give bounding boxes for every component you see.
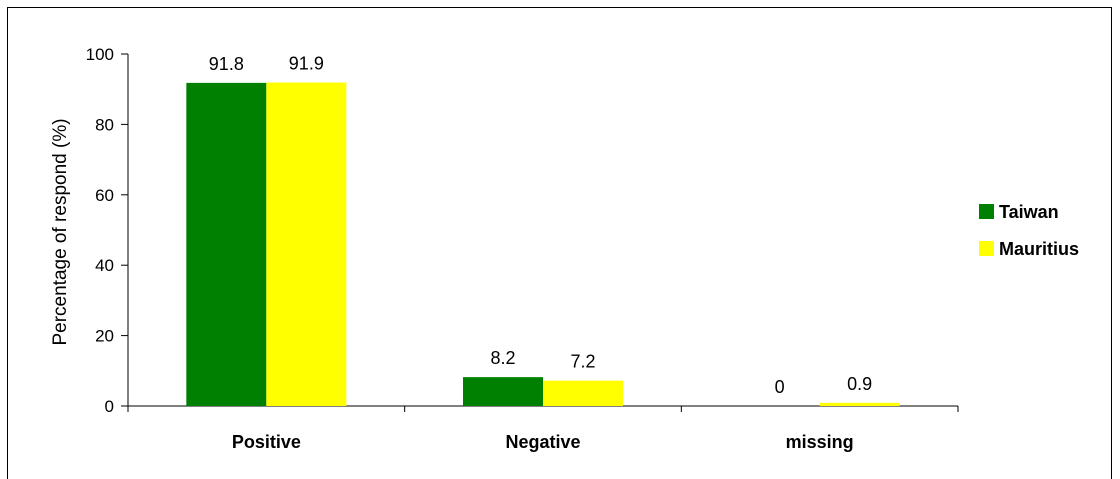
x-category-label: missing xyxy=(786,432,854,452)
bar-taiwan-negative xyxy=(463,377,543,406)
data-label: 91.8 xyxy=(209,54,244,74)
y-axis-title: Percentage of respond (%) xyxy=(50,118,71,345)
data-label: 8.2 xyxy=(490,348,515,368)
data-label: 7.2 xyxy=(570,352,595,372)
legend-swatch-mauritius xyxy=(979,241,994,256)
x-category-label: Negative xyxy=(505,432,580,452)
y-tick-label: 60 xyxy=(95,186,114,205)
y-axis: 0 20 40 60 80 100 xyxy=(86,45,129,416)
legend-label-mauritius: Mauritius xyxy=(999,239,1079,259)
y-tick-label: 40 xyxy=(95,256,114,275)
bars xyxy=(186,82,900,407)
bar-taiwan-positive xyxy=(186,82,267,406)
y-tick-label: 80 xyxy=(95,115,114,134)
y-tick-label: 20 xyxy=(95,327,114,346)
x-category-label: Positive xyxy=(232,432,301,452)
x-axis: Positive Negative missing xyxy=(127,405,959,452)
data-label: 91.9 xyxy=(289,54,324,74)
data-labels: 91.8 8.2 0 91.9 7.2 0.9 xyxy=(209,54,872,397)
bar-mauritius-positive xyxy=(266,82,347,407)
y-tick-label: 0 xyxy=(105,397,114,416)
legend-swatch-taiwan xyxy=(979,204,994,219)
legend: Taiwan Mauritius xyxy=(979,202,1079,259)
data-label: 0 xyxy=(775,377,785,397)
data-label: 0.9 xyxy=(847,374,872,394)
legend-label-taiwan: Taiwan xyxy=(999,202,1059,222)
bar-mauritius-missing xyxy=(819,402,900,406)
bar-mauritius-negative xyxy=(543,380,623,406)
y-tick-label: 100 xyxy=(86,45,114,64)
